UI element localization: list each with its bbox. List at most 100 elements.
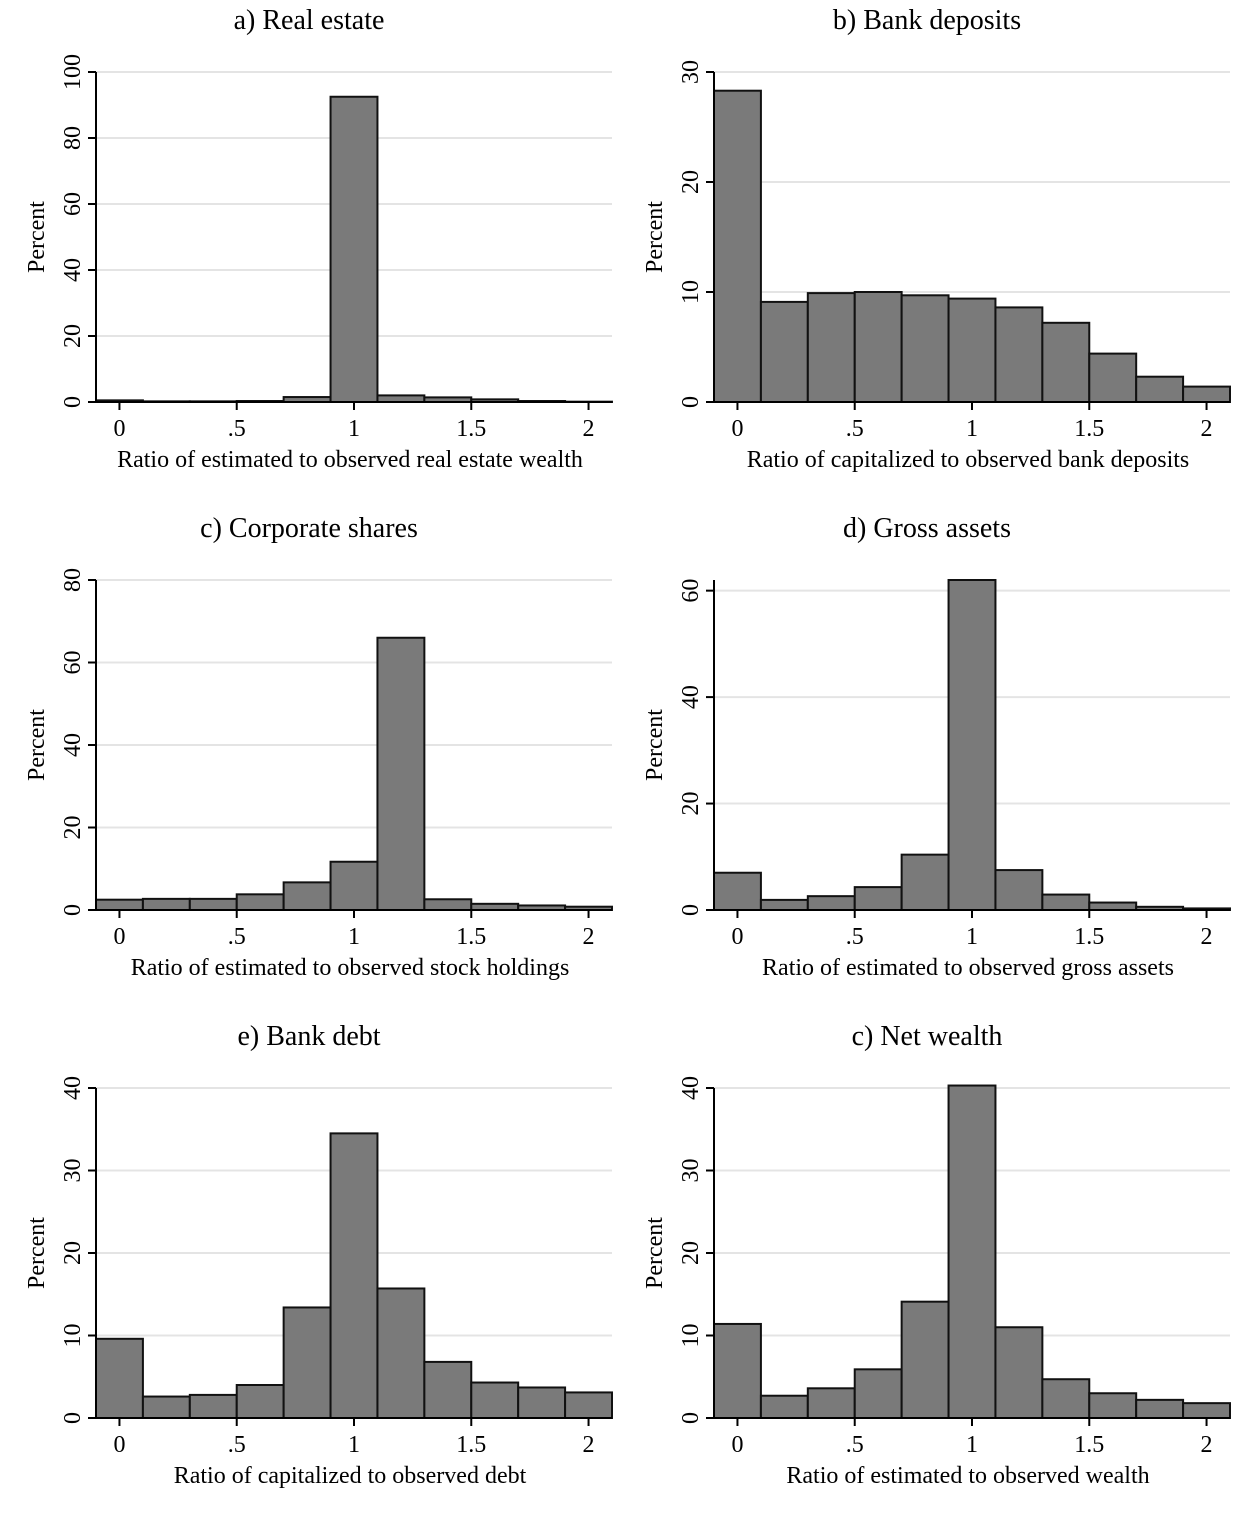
x-tick-label: 1.5 — [456, 1432, 486, 1458]
x-axis-title: Ratio of estimated to observed wealth — [786, 1463, 1149, 1489]
y-tick-label: 80 — [60, 126, 86, 150]
y-tick-label: 20 — [678, 792, 704, 816]
histogram-bar — [518, 1387, 565, 1418]
x-tick-label: .5 — [846, 416, 864, 442]
histogram-bar — [808, 293, 855, 402]
x-tick-label: 1 — [966, 924, 978, 950]
histogram-bar — [143, 1397, 190, 1418]
y-axis-title: Percent — [642, 709, 668, 781]
y-tick-label: 20 — [678, 170, 704, 194]
chart-title: a) Real estate — [0, 4, 618, 38]
x-tick-label: .5 — [846, 924, 864, 950]
y-tick-label: 40 — [678, 685, 704, 709]
chart-title: b) Bank deposits — [618, 4, 1236, 38]
y-tick-label: 40 — [60, 733, 86, 757]
y-tick-label: 20 — [60, 816, 86, 840]
y-tick-label: 10 — [60, 1324, 86, 1348]
histogram-bar — [424, 1362, 471, 1418]
x-tick-label: .5 — [228, 924, 246, 950]
histogram-bar — [96, 900, 143, 910]
histogram-bar — [284, 1307, 331, 1418]
histogram-bar — [1136, 1400, 1183, 1418]
x-tick-label: 2 — [1201, 1432, 1213, 1458]
y-tick-label: 60 — [60, 651, 86, 675]
x-axis-title: Ratio of capitalized to observed debt — [174, 1463, 527, 1489]
x-tick-label: 1 — [966, 416, 978, 442]
y-axis-title: Percent — [642, 201, 668, 273]
histogram-bar — [949, 299, 996, 402]
x-axis-title: Ratio of estimated to observed real esta… — [117, 447, 583, 473]
y-tick-label: 20 — [60, 1241, 86, 1265]
histogram-bar — [855, 292, 902, 402]
x-axis-title: Ratio of capitalized to observed bank de… — [747, 447, 1190, 473]
histogram-bar — [1089, 1393, 1136, 1418]
x-tick-label: 2 — [1201, 924, 1213, 950]
histogram-bar — [949, 580, 996, 910]
histogram-bar — [377, 638, 424, 910]
x-tick-label: 1 — [348, 416, 360, 442]
histogram-bar — [377, 1288, 424, 1418]
histogram-bar — [761, 900, 808, 910]
x-tick-label: 1 — [966, 1432, 978, 1458]
histogram-bar — [1089, 903, 1136, 910]
y-tick-label: 0 — [678, 396, 704, 408]
histogram-bar — [565, 1392, 612, 1418]
y-tick-label: 60 — [60, 192, 86, 216]
x-tick-label: 1.5 — [1074, 416, 1104, 442]
y-tick-label: 30 — [60, 1159, 86, 1183]
histogram-bar — [1089, 354, 1136, 402]
y-axis-title: Percent — [24, 201, 50, 273]
y-tick-label: 80 — [60, 568, 86, 592]
y-axis-title: Percent — [642, 1217, 668, 1289]
histogram-bar — [714, 873, 761, 910]
x-tick-label: 2 — [1201, 416, 1213, 442]
histogram-bar — [424, 899, 471, 910]
histogram-bar — [995, 870, 1042, 910]
x-tick-label: 0 — [113, 924, 125, 950]
x-tick-label: 1 — [348, 924, 360, 950]
histogram-bar — [331, 97, 378, 402]
y-tick-label: 0 — [678, 904, 704, 916]
y-tick-label: 0 — [60, 904, 86, 916]
y-tick-label: 40 — [678, 1076, 704, 1100]
histogram-bar — [1183, 387, 1230, 402]
y-tick-label: 0 — [60, 396, 86, 408]
x-tick-label: 2 — [583, 416, 595, 442]
x-tick-label: 1.5 — [456, 416, 486, 442]
histogram-bar — [855, 887, 902, 910]
histogram-bar — [714, 91, 761, 402]
y-axis-title: Percent — [24, 709, 50, 781]
x-tick-label: 1.5 — [1074, 1432, 1104, 1458]
histogram-bar — [331, 1133, 378, 1418]
histogram-bar — [902, 295, 949, 402]
histogram-bar — [96, 1339, 143, 1418]
x-tick-label: .5 — [228, 416, 246, 442]
x-tick-label: 1.5 — [1074, 924, 1104, 950]
x-tick-label: 1.5 — [456, 924, 486, 950]
histogram-bar — [190, 899, 237, 910]
chart-title: e) Bank debt — [0, 1020, 618, 1054]
histogram-bar — [995, 1327, 1042, 1418]
histogram-bar — [1136, 377, 1183, 402]
x-tick-label: 0 — [731, 416, 743, 442]
y-tick-label: 30 — [678, 1159, 704, 1183]
y-tick-label: 20 — [678, 1241, 704, 1265]
x-tick-label: .5 — [846, 1432, 864, 1458]
histogram-bar — [1183, 1403, 1230, 1418]
x-tick-label: 2 — [583, 924, 595, 950]
histogram-bar — [190, 1395, 237, 1418]
x-tick-label: 0 — [731, 1432, 743, 1458]
y-tick-label: 40 — [60, 258, 86, 282]
y-axis-title: Percent — [24, 1217, 50, 1289]
y-tick-label: 60 — [678, 579, 704, 603]
histogram-bar — [808, 896, 855, 910]
x-tick-label: 0 — [731, 924, 743, 950]
